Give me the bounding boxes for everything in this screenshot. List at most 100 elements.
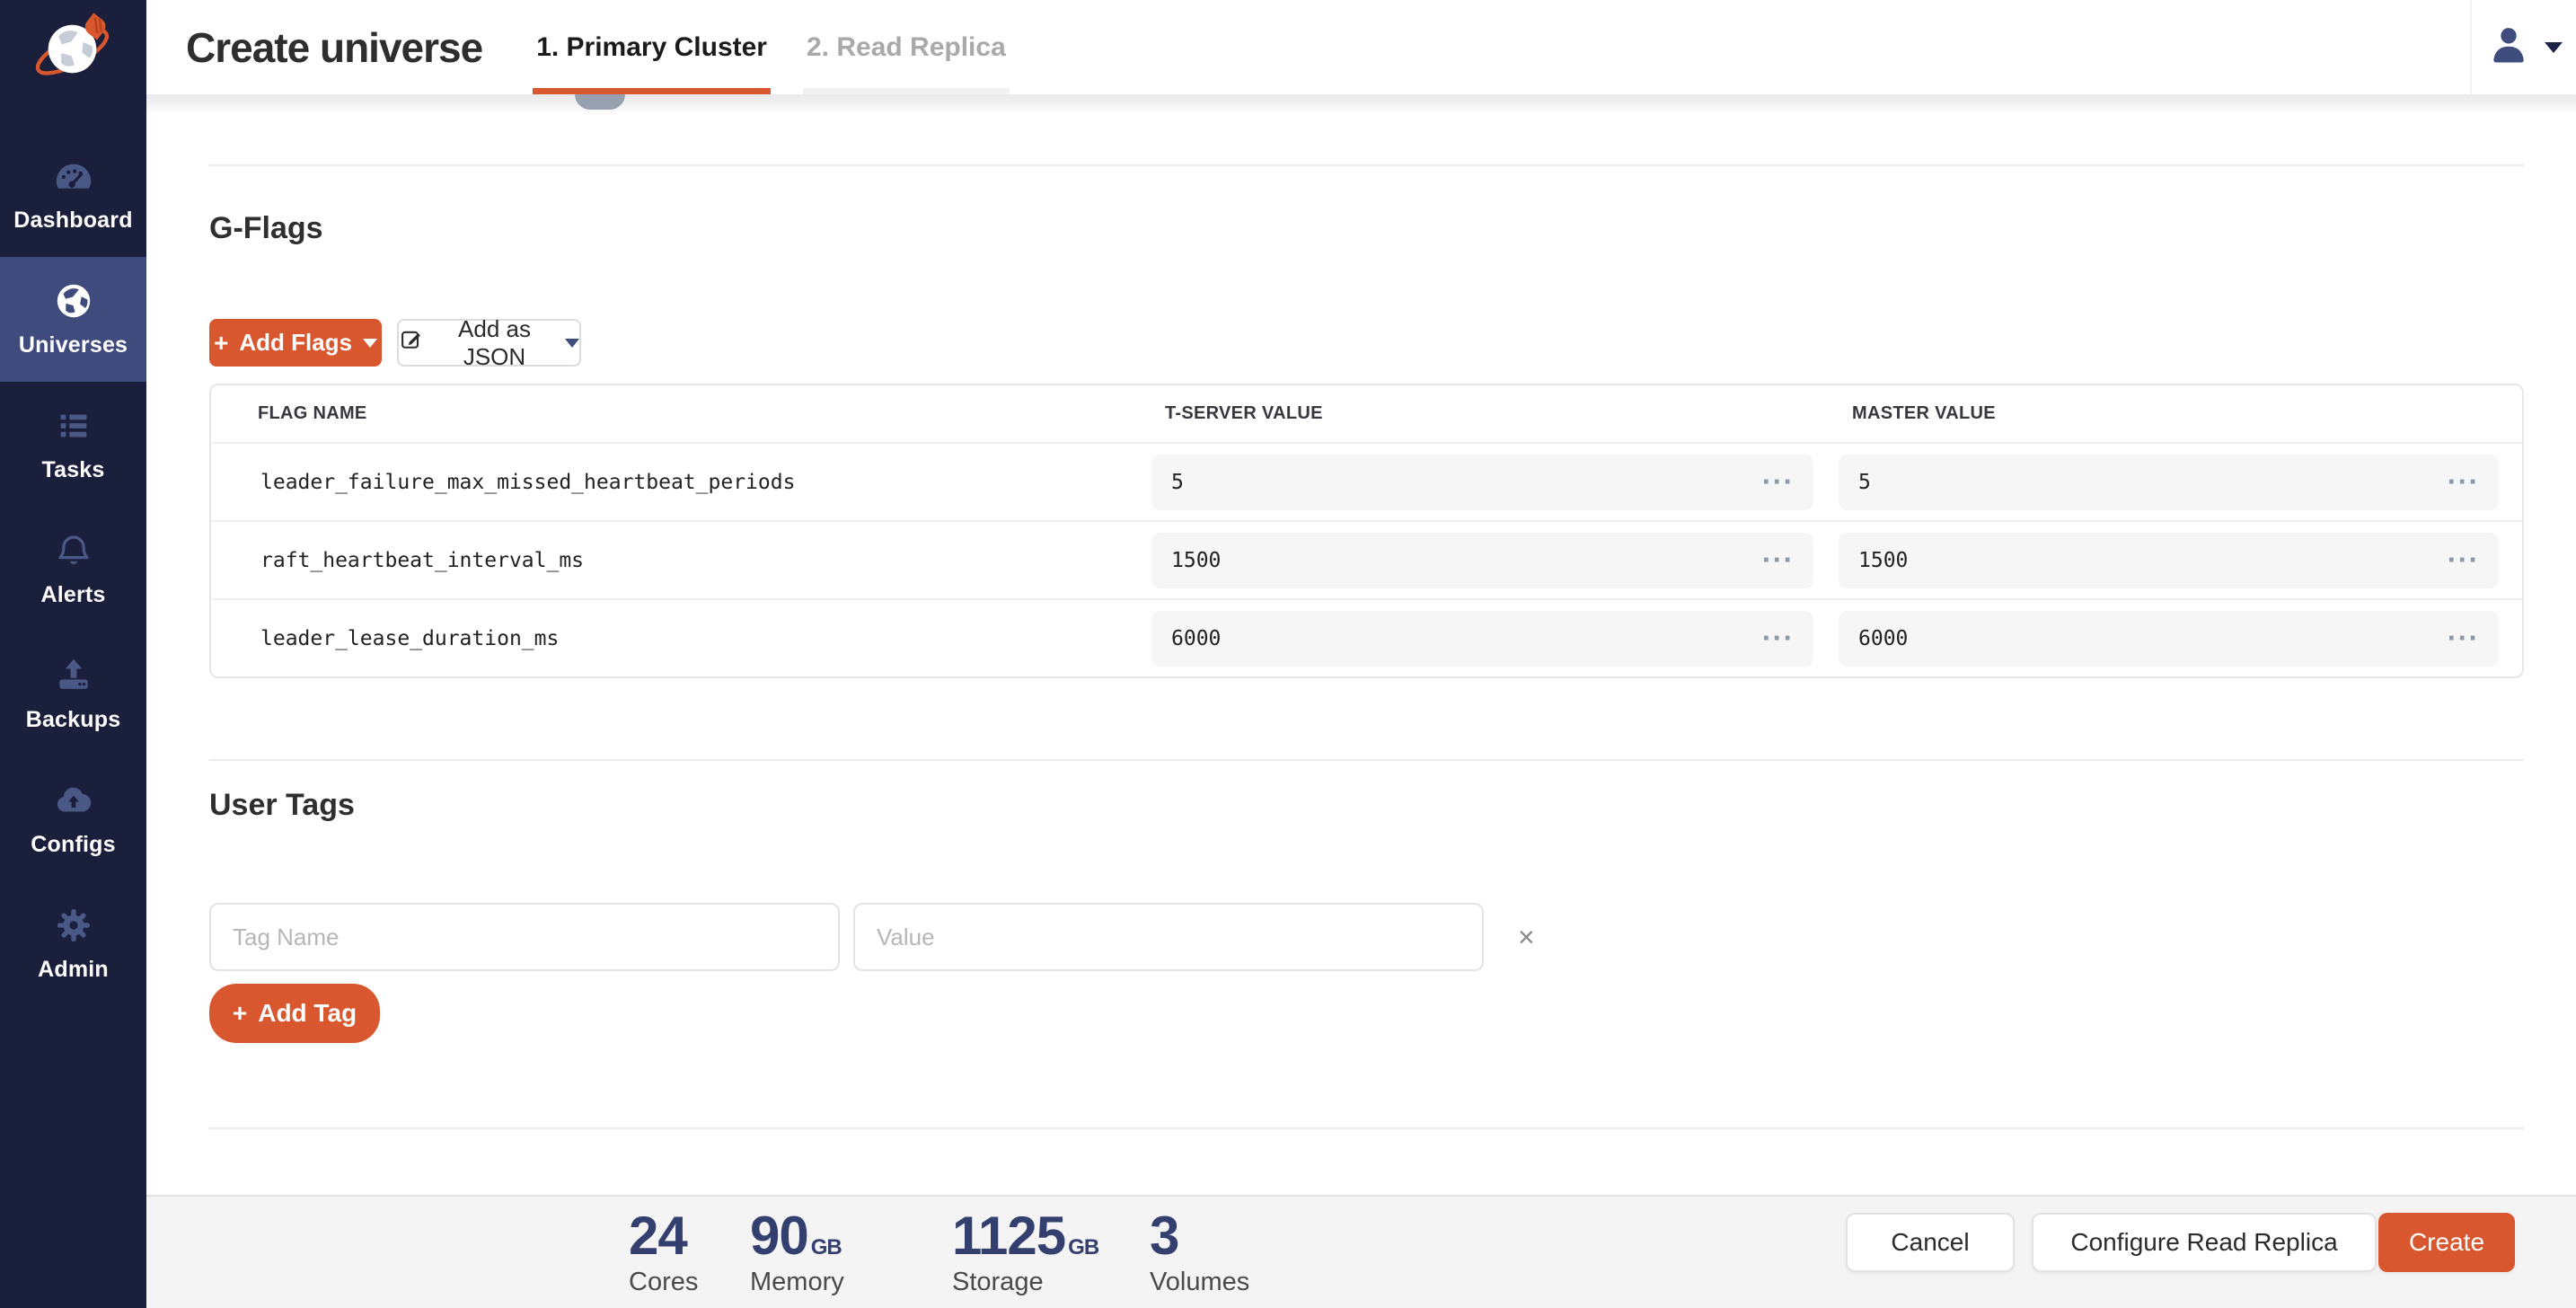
- sidebar: Dashboard Universes Tasks Alerts Backups: [0, 0, 146, 1308]
- bell-icon: [53, 530, 94, 571]
- chevron-down-icon: [2545, 41, 2563, 53]
- tserver-value: 1500: [1171, 548, 1222, 572]
- sidebar-item-label: Backups: [25, 707, 121, 732]
- master-value: 1500: [1858, 548, 1909, 572]
- main-area: Create universe 1. Primary Cluster 2. Re…: [146, 0, 2576, 1308]
- stat-label: Memory: [750, 1268, 844, 1296]
- page-header: Create universe 1. Primary Cluster 2. Re…: [146, 0, 2576, 94]
- summary-footer: 24 Cores 90 GB Memory 1125 GB Storage 3 Vo…: [146, 1195, 2576, 1308]
- stat-value: 1125: [952, 1206, 1066, 1266]
- gflags-table: FLAG NAME T-SERVER VALUE MASTER VALUE le…: [209, 384, 2524, 678]
- row-actions-menu-icon[interactable]: ···: [2447, 624, 2479, 652]
- sidebar-item-dashboard[interactable]: Dashboard: [0, 132, 146, 257]
- row-actions-menu-icon[interactable]: ···: [1761, 546, 1794, 574]
- tserver-value-box[interactable]: 1500 ···: [1151, 532, 1813, 588]
- plus-icon: +: [213, 328, 229, 357]
- master-value-box[interactable]: 1500 ···: [1839, 532, 2499, 588]
- sidebar-item-configs[interactable]: Configs: [0, 756, 146, 881]
- stat-unit: GB: [1068, 1235, 1099, 1259]
- sidebar-item-admin[interactable]: Admin: [0, 881, 146, 1006]
- flag-name: leader_lease_duration_ms: [260, 626, 560, 650]
- gflags-toolbar: + Add Flags Add as JSON: [209, 315, 581, 370]
- user-avatar-icon: [2485, 22, 2532, 73]
- gear-icon: [53, 905, 94, 946]
- user-tag-row: ×: [209, 903, 1535, 971]
- flag-name: leader_failure_max_missed_heartbeat_peri…: [260, 470, 796, 494]
- tab-label: 1. Primary Cluster: [536, 31, 767, 62]
- column-header-tserver-value: T-SERVER VALUE: [1165, 403, 1323, 423]
- sidebar-item-label: Dashboard: [13, 208, 133, 233]
- remove-tag-icon[interactable]: ×: [1518, 921, 1535, 953]
- master-value: 6000: [1858, 626, 1909, 650]
- edit-pencil-icon: [399, 327, 424, 358]
- partial-toggle-switch: [575, 94, 625, 110]
- tserver-value-box[interactable]: 6000 ···: [1151, 610, 1813, 667]
- cancel-button[interactable]: Cancel: [1846, 1213, 2015, 1272]
- globe-icon: [53, 280, 94, 322]
- tab-read-replica[interactable]: 2. Read Replica: [802, 0, 1010, 94]
- add-flags-label: Add Flags: [239, 329, 353, 356]
- user-menu[interactable]: [2470, 0, 2576, 94]
- gflags-table-header: FLAG NAME T-SERVER VALUE MASTER VALUE: [211, 385, 2522, 442]
- yugabyte-logo[interactable]: [0, 0, 146, 94]
- gauge-icon: [53, 155, 94, 197]
- row-actions-menu-icon[interactable]: ···: [2447, 546, 2479, 574]
- planet-rocket-logo-icon: [35, 12, 109, 75]
- stat-label: Storage: [952, 1268, 1044, 1296]
- tag-value-input[interactable]: [853, 903, 1484, 971]
- stat-label: Cores: [629, 1268, 699, 1296]
- column-header-flag-name: FLAG NAME: [258, 403, 367, 423]
- tab-label: 2. Read Replica: [806, 31, 1006, 62]
- task-list-icon: [53, 405, 94, 446]
- master-value-box[interactable]: 5 ···: [1839, 454, 2499, 510]
- add-tag-button[interactable]: + Add Tag: [209, 984, 380, 1043]
- tserver-value: 6000: [1171, 626, 1222, 650]
- tab-primary-cluster[interactable]: 1. Primary Cluster: [533, 0, 771, 94]
- create-button[interactable]: Create: [2378, 1213, 2515, 1272]
- stat-storage: 1125 GB Storage: [952, 1206, 1099, 1297]
- add-tag-label: Add Tag: [258, 999, 357, 1027]
- row-actions-menu-icon[interactable]: ···: [1761, 624, 1794, 652]
- sidebar-item-label: Alerts: [40, 582, 106, 607]
- table-row: leader_lease_duration_ms 6000 ··· 6000 ·…: [211, 598, 2522, 676]
- column-header-master-value: MASTER VALUE: [1852, 403, 1996, 423]
- stat-label: Volumes: [1150, 1268, 1250, 1296]
- plus-icon: +: [232, 999, 248, 1027]
- stat-value: 90: [750, 1206, 809, 1266]
- stat-cores: 24 Cores: [629, 1207, 698, 1297]
- scroll-shadow: [146, 94, 2576, 116]
- user-tags-heading: User Tags: [209, 788, 355, 822]
- sidebar-item-tasks[interactable]: Tasks: [0, 382, 146, 507]
- sidebar-item-universes[interactable]: Universes: [0, 257, 146, 382]
- table-row: raft_heartbeat_interval_ms 1500 ··· 1500…: [211, 520, 2522, 598]
- inactive-tab-underline: [802, 88, 1010, 94]
- sidebar-nav: Dashboard Universes Tasks Alerts Backups: [0, 132, 146, 1006]
- stat-volumes: 3 Volumes: [1150, 1207, 1249, 1297]
- row-actions-menu-icon[interactable]: ···: [2447, 468, 2479, 496]
- stat-value: 24: [629, 1206, 688, 1266]
- cloud-upload-icon: [53, 780, 94, 821]
- sidebar-item-label: Admin: [38, 957, 109, 982]
- gflags-heading: G-Flags: [209, 211, 323, 245]
- tserver-value-box[interactable]: 5 ···: [1151, 454, 1813, 510]
- flag-name: raft_heartbeat_interval_ms: [260, 548, 585, 572]
- sidebar-item-label: Universes: [18, 332, 128, 358]
- add-as-json-label: Add as JSON: [458, 314, 531, 370]
- configure-read-replica-button[interactable]: Configure Read Replica: [2032, 1213, 2377, 1272]
- sidebar-item-label: Configs: [31, 832, 116, 857]
- sidebar-item-label: Tasks: [41, 457, 105, 482]
- add-flags-button[interactable]: + Add Flags: [209, 319, 382, 367]
- sidebar-item-alerts[interactable]: Alerts: [0, 507, 146, 632]
- active-tab-underline: [533, 88, 771, 94]
- row-actions-menu-icon[interactable]: ···: [1761, 468, 1794, 496]
- chevron-down-icon: [363, 338, 378, 348]
- tag-name-input[interactable]: [209, 903, 840, 971]
- divider: [209, 164, 2524, 166]
- master-value-box[interactable]: 6000 ···: [1839, 610, 2499, 667]
- add-as-json-button[interactable]: Add as JSON: [397, 315, 581, 370]
- sidebar-item-backups[interactable]: Backups: [0, 632, 146, 756]
- page-title: Create universe: [186, 23, 483, 71]
- form-content: G-Flags + Add Flags Add as JSON FLAG NAM…: [146, 94, 2576, 1195]
- stat-unit: GB: [810, 1235, 842, 1259]
- stat-value: 3: [1150, 1206, 1179, 1266]
